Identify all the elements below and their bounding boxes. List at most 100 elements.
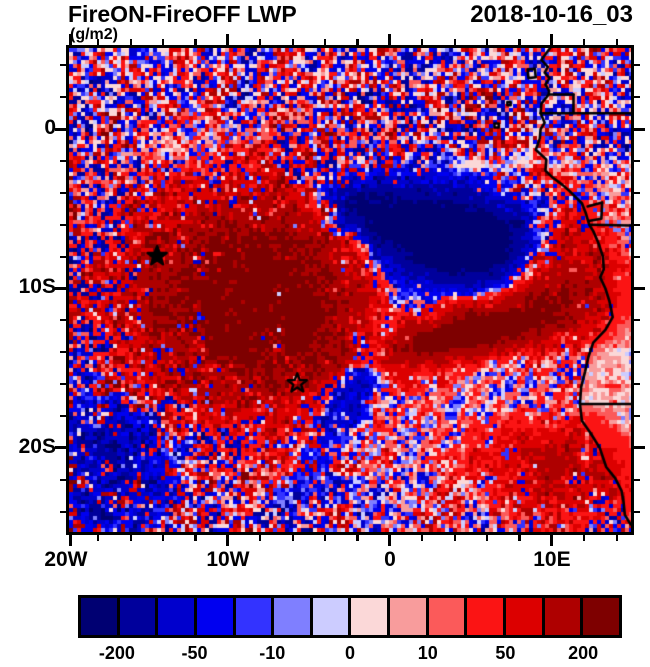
x-tick xyxy=(194,535,197,541)
y-tick xyxy=(634,383,640,386)
x-tick xyxy=(421,535,424,541)
x-tick xyxy=(356,39,359,45)
colorbar xyxy=(78,595,622,638)
x-tick-label: 20W xyxy=(44,548,88,571)
x-tick xyxy=(97,39,100,45)
x-tick xyxy=(162,535,165,541)
x-tick-label: 0 xyxy=(384,548,396,571)
x-tick xyxy=(583,535,586,541)
y-tick xyxy=(634,414,640,418)
x-tick xyxy=(162,39,165,45)
colorbar-segment xyxy=(503,598,542,635)
x-tick xyxy=(129,535,132,541)
x-tick xyxy=(324,39,327,45)
y-tick xyxy=(634,159,640,163)
y-tick-label: 0 xyxy=(44,116,56,140)
y-tick xyxy=(634,255,640,258)
map-heatmap-canvas xyxy=(69,48,631,532)
x-tick xyxy=(226,535,230,546)
y-tick xyxy=(634,510,640,513)
y-tick xyxy=(60,191,66,194)
y-tick xyxy=(55,127,66,131)
y-tick xyxy=(60,351,66,354)
y-tick xyxy=(60,255,66,258)
units-label: (g/m2) xyxy=(70,26,118,43)
x-tick xyxy=(356,535,359,541)
map-frame xyxy=(66,45,634,535)
colorbar-tick-label: -200 xyxy=(98,643,135,663)
x-tick xyxy=(68,535,72,546)
colorbar-segment xyxy=(271,598,310,635)
colorbar-segment xyxy=(541,598,581,635)
x-tick xyxy=(583,39,586,45)
colorbar-segment xyxy=(116,598,156,635)
y-tick xyxy=(60,319,66,322)
x-tick xyxy=(388,34,392,45)
x-tick xyxy=(68,34,72,45)
x-tick xyxy=(291,535,294,541)
x-tick xyxy=(615,535,618,541)
colorbar-tick-label: 10 xyxy=(417,643,438,663)
x-tick xyxy=(550,34,554,45)
x-tick xyxy=(129,39,132,45)
timestamp-label: 2018-10-16_03 xyxy=(470,1,633,28)
colorbar-tick-label: -50 xyxy=(181,643,208,663)
y-tick xyxy=(60,64,66,67)
colorbar-segment xyxy=(155,598,194,635)
x-tick xyxy=(453,39,456,45)
y-tick xyxy=(60,96,66,99)
y-tick xyxy=(634,286,645,290)
x-tick xyxy=(291,39,294,45)
y-tick xyxy=(634,191,640,194)
colorbar-segment xyxy=(348,598,388,635)
x-tick xyxy=(194,39,197,45)
y-tick xyxy=(60,159,66,163)
y-tick xyxy=(634,351,640,354)
colorbar-segment xyxy=(387,598,426,635)
x-tick-label: 10E xyxy=(533,548,571,571)
y-tick xyxy=(55,286,66,290)
colorbar-tick-label: -10 xyxy=(259,643,286,663)
x-tick xyxy=(615,39,618,45)
y-tick xyxy=(55,446,66,450)
colorbar-segment xyxy=(193,598,233,635)
x-tick xyxy=(486,39,489,45)
x-tick xyxy=(324,535,327,541)
colorbar-segment xyxy=(81,598,117,635)
y-tick xyxy=(60,383,66,386)
colorbar-tick-label: 50 xyxy=(495,643,516,663)
x-tick xyxy=(518,535,521,541)
y-tick xyxy=(634,96,640,99)
x-tick xyxy=(550,535,554,546)
y-tick-label: 10S xyxy=(18,275,56,299)
y-tick xyxy=(634,127,645,131)
x-tick xyxy=(259,535,262,541)
colorbar-segment xyxy=(580,598,619,635)
x-tick xyxy=(486,535,489,541)
colorbar-segment xyxy=(309,598,349,635)
x-tick xyxy=(421,39,424,45)
x-tick xyxy=(388,535,392,546)
x-tick xyxy=(97,535,100,541)
x-tick xyxy=(259,39,262,45)
y-tick xyxy=(634,223,640,226)
x-tick xyxy=(453,535,456,541)
colorbar-segment xyxy=(425,598,465,635)
y-tick xyxy=(60,478,66,481)
y-tick xyxy=(634,319,640,322)
colorbar-tick-label: 200 xyxy=(568,643,599,663)
x-tick xyxy=(226,34,230,45)
y-tick xyxy=(60,510,66,513)
y-tick xyxy=(60,223,66,226)
colorbar-tick-label: 0 xyxy=(344,643,356,663)
plot-title: FireON-FireOFF LWP xyxy=(68,1,297,27)
colorbar-segment xyxy=(232,598,272,635)
y-tick-label: 20S xyxy=(18,434,56,458)
y-tick xyxy=(60,414,66,418)
colorbar-segment xyxy=(464,598,504,635)
x-tick xyxy=(518,39,521,45)
y-tick xyxy=(634,64,640,67)
x-tick-label: 10W xyxy=(206,548,250,571)
y-tick xyxy=(634,446,645,450)
